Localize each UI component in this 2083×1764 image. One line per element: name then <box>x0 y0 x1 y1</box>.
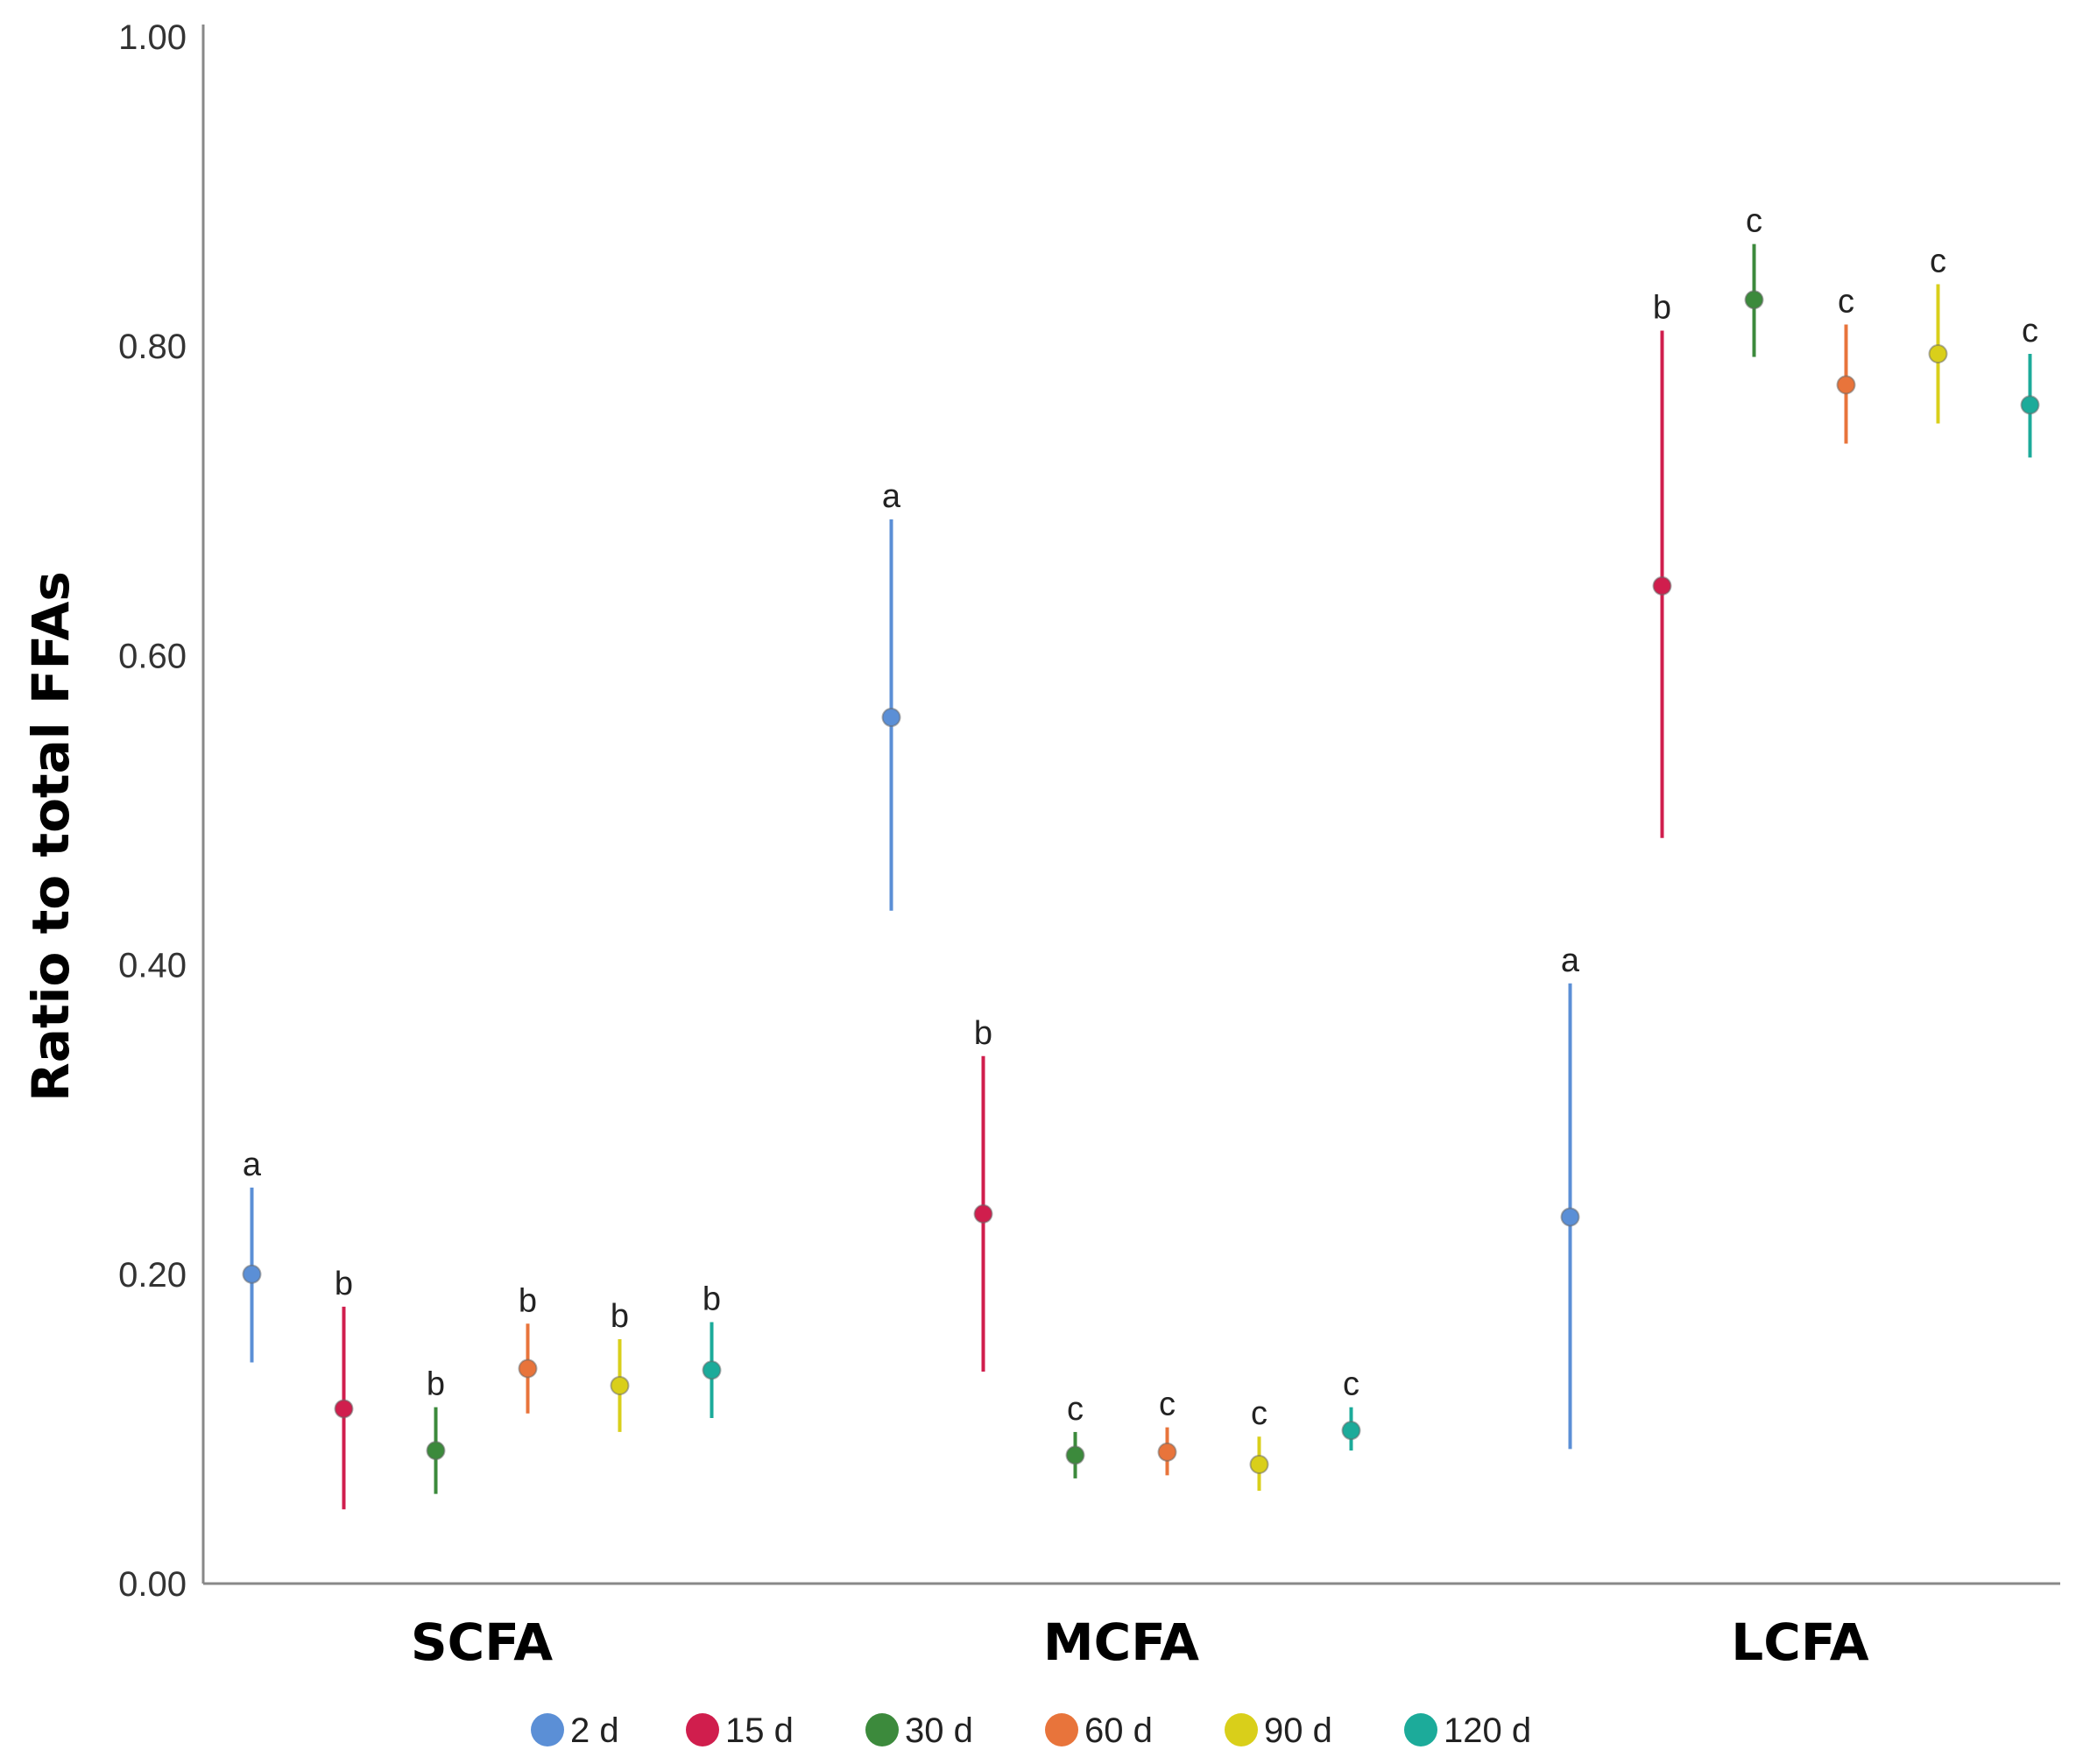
legend-swatch <box>865 1713 899 1746</box>
significance-letter: a <box>1561 942 1580 979</box>
legend-swatch <box>1225 1713 1258 1746</box>
data-point <box>1836 375 1856 395</box>
significance-letter: a <box>882 478 901 515</box>
significance-letter: c <box>1838 283 1854 320</box>
data-point <box>242 1264 262 1284</box>
legend-label: 15 d <box>725 1711 794 1750</box>
data-point <box>1249 1455 1269 1475</box>
legend-swatch <box>531 1713 564 1746</box>
legend-label: 120 d <box>1444 1711 1531 1750</box>
data-point <box>1652 575 1672 596</box>
y-tick-label: 0.40 <box>118 947 187 985</box>
significance-letter: b <box>611 1298 629 1335</box>
significance-letter: c <box>1746 203 1762 240</box>
significance-letter: c <box>1930 243 1946 280</box>
y-ticks: 0.00 0.20 0.40 0.60 0.80 1.00 <box>118 18 187 1604</box>
y-tick-label: 0.00 <box>118 1565 187 1604</box>
data-point <box>1341 1421 1361 1441</box>
significance-letter: a <box>243 1147 262 1183</box>
data-point <box>1560 1207 1580 1227</box>
legend-swatch <box>1404 1713 1437 1746</box>
significance-letter: c <box>1067 1391 1084 1428</box>
y-tick-label: 0.80 <box>118 328 187 366</box>
significance-letter: c <box>1343 1366 1359 1403</box>
data-point <box>426 1441 446 1461</box>
data-point <box>2020 395 2040 415</box>
legend: 2 d 15 d 30 d 60 d 90 d 120 d <box>531 1711 1531 1750</box>
category-labels: SCFA MCFA LCFA <box>411 1612 1869 1672</box>
data-point <box>881 708 901 728</box>
legend-swatch <box>686 1713 719 1746</box>
significance-letter: b <box>335 1266 353 1302</box>
legend-swatch <box>1045 1713 1078 1746</box>
y-axis-title: Ratio to total FFAs <box>21 571 81 1102</box>
significance-letter: b <box>1653 290 1671 327</box>
category-label-scfa: SCFA <box>411 1612 553 1672</box>
legend-label: 60 d <box>1084 1711 1153 1750</box>
y-tick-label: 0.20 <box>118 1256 187 1295</box>
category-label-lcfa: LCFA <box>1731 1612 1868 1672</box>
legend-label: 30 d <box>905 1711 973 1750</box>
significance-letter: c <box>2022 313 2038 349</box>
series-60d: b c c <box>518 283 1856 1476</box>
data-point <box>334 1399 354 1419</box>
series-120d: b c c <box>702 313 2040 1451</box>
series-15d: b b b <box>334 290 1672 1510</box>
significance-letter: c <box>1251 1395 1267 1432</box>
y-tick-label: 1.00 <box>118 18 187 57</box>
data-point <box>518 1358 538 1379</box>
legend-label: 90 d <box>1264 1711 1332 1750</box>
series-2d: a a a <box>242 478 1580 1450</box>
data-point <box>702 1360 722 1380</box>
category-label-mcfa: MCFA <box>1043 1612 1199 1672</box>
data-point <box>1157 1442 1177 1462</box>
legend-label: 2 d <box>570 1711 619 1750</box>
data-marks: a a a b b b b c c b c c b c c b c c <box>242 203 2040 1510</box>
data-point <box>1065 1445 1085 1465</box>
data-point <box>1928 344 1948 364</box>
series-90d: b c c <box>610 243 1948 1492</box>
significance-letter: b <box>519 1282 537 1319</box>
significance-letter: b <box>703 1281 721 1318</box>
data-point <box>610 1375 630 1395</box>
data-point <box>973 1203 993 1224</box>
y-tick-label: 0.60 <box>118 637 187 675</box>
axes <box>201 25 2060 1585</box>
significance-letter: b <box>974 1015 992 1052</box>
significance-letter: b <box>427 1366 445 1403</box>
data-point <box>1744 290 1764 310</box>
series-30d: b c c <box>426 203 1764 1494</box>
significance-letter: c <box>1159 1387 1176 1423</box>
